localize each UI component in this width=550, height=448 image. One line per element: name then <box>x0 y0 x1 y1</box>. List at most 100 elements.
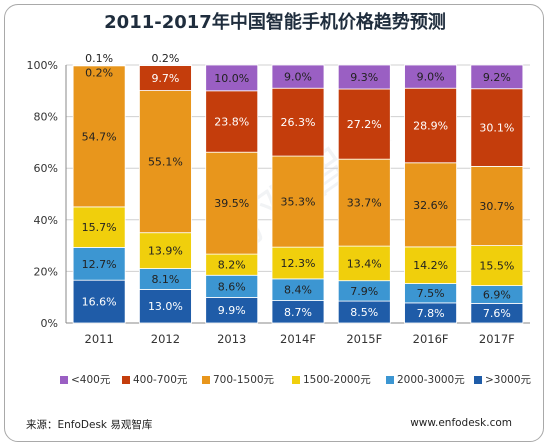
bar-segment <box>404 246 457 284</box>
x-tick-label: 2012 <box>151 332 180 346</box>
bar-segment <box>337 64 391 90</box>
data-label: 9.0% <box>417 71 445 84</box>
bar-segment <box>72 247 126 281</box>
data-label: 33.7% <box>347 197 382 210</box>
data-label: 0.2% <box>151 52 179 65</box>
legend-swatch <box>202 375 210 384</box>
legend-item: 1500-2000元 <box>292 372 371 387</box>
x-tick-label: 2013 <box>217 332 246 346</box>
bar-segment <box>139 65 192 91</box>
x-tick-label: 2017F <box>479 332 515 346</box>
data-label: 16.6% <box>82 296 117 309</box>
legend-swatch <box>122 375 130 384</box>
y-tick-label: 100% <box>27 59 58 72</box>
data-label: 32.6% <box>413 199 448 212</box>
legend-item: 2000-3000元 <box>386 372 465 387</box>
y-tick-label: 60% <box>34 162 58 175</box>
data-label: 14.2% <box>413 259 448 272</box>
legend-item: 400-700元 <box>122 372 187 387</box>
data-label: 23.8% <box>214 116 249 129</box>
bar-segment <box>404 162 457 248</box>
data-label: 7.9% <box>350 285 378 298</box>
data-label: 28.9% <box>413 120 448 133</box>
data-label: 8.2% <box>218 259 246 272</box>
bar-segment <box>404 87 457 164</box>
bar-segment <box>271 246 325 280</box>
legend-label: 1500-2000元 <box>303 374 371 386</box>
bar-segment <box>139 232 192 269</box>
chart-legend: <400元 400-700元 700-1500元 1500-2000元 2000… <box>60 372 531 388</box>
data-label: 10.0% <box>214 72 249 85</box>
legend-label: 400-700元 <box>133 374 188 386</box>
data-label: 30.7% <box>479 200 514 213</box>
bar-segment <box>271 64 325 89</box>
legend-label: 2000-3000元 <box>397 374 465 386</box>
bar-segment <box>205 90 259 153</box>
data-label: 27.2% <box>347 118 382 131</box>
legend-label: >3000元 <box>485 374 532 386</box>
bar-segment <box>470 64 524 90</box>
bar-segment <box>470 165 524 246</box>
bar-segment <box>139 64 192 66</box>
data-label: 9.0% <box>284 71 312 84</box>
data-label: 7.8% <box>417 307 445 320</box>
data-label: 39.5% <box>214 197 249 210</box>
bar-segment <box>470 88 524 167</box>
legend-item: >3000元 <box>474 372 531 387</box>
data-label: 9.2% <box>483 71 511 84</box>
data-label: 6.9% <box>483 288 511 301</box>
bar-segment <box>139 90 192 234</box>
data-label: 26.3% <box>281 116 316 129</box>
data-label: 9.9% <box>218 304 246 317</box>
bar-segment <box>205 297 259 324</box>
data-label: 15.5% <box>479 260 514 273</box>
bar-segment <box>337 158 391 247</box>
legend-swatch <box>474 375 482 384</box>
legend-swatch <box>386 375 394 384</box>
bar-segment <box>470 245 524 286</box>
source-text: 来源：EnfoDesk 易观智库 <box>26 419 153 431</box>
data-label: 15.7% <box>82 221 117 234</box>
bar-segment <box>271 155 325 248</box>
data-label: 8.6% <box>218 280 246 293</box>
legend-swatch <box>60 375 68 384</box>
data-label: 13.4% <box>347 257 382 270</box>
bar-segment <box>205 64 259 92</box>
bar-segment <box>337 88 391 160</box>
legend-swatch <box>292 375 300 384</box>
x-tick-label: 2014F <box>280 332 316 346</box>
bar-segment <box>72 279 126 324</box>
data-label: 0.1% <box>85 52 113 65</box>
bar-segment <box>205 151 259 255</box>
y-tick-label: 40% <box>34 214 58 227</box>
data-label: 13.0% <box>148 300 183 313</box>
x-tick-label: 2015F <box>346 332 382 346</box>
data-label: 9.3% <box>350 71 378 84</box>
bar-segment <box>72 65 126 208</box>
data-label: 8.4% <box>284 284 312 297</box>
chart-title: 2011-2017年中国智能手机价格趋势预测 <box>104 12 446 33</box>
data-label: 35.3% <box>281 196 316 209</box>
data-label: 8.7% <box>284 306 312 319</box>
data-label: 8.1% <box>151 273 179 286</box>
data-label: 55.1% <box>148 156 183 169</box>
data-label: 8.5% <box>350 306 378 319</box>
data-label: 12.7% <box>82 258 117 271</box>
bar-segment <box>404 64 457 89</box>
data-label: 30.1% <box>479 122 514 135</box>
legend-label: 700-1500元 <box>213 374 275 386</box>
y-tick-label: 20% <box>34 265 58 278</box>
data-label: 7.6% <box>483 307 511 320</box>
legend-label: <400元 <box>71 374 111 386</box>
data-label: 13.9% <box>148 245 183 258</box>
legend-item: <400元 <box>60 372 110 387</box>
data-label: 54.7% <box>82 130 117 143</box>
x-tick-label: 2016F <box>413 332 449 346</box>
data-label: 12.3% <box>281 257 316 270</box>
data-label: 0.2% <box>85 66 113 79</box>
data-label: 7.5% <box>417 287 445 300</box>
x-tick-label: 2011 <box>85 332 114 346</box>
website-text: www.enfodesk.com <box>410 417 512 429</box>
legend-item: 700-1500元 <box>202 372 274 387</box>
